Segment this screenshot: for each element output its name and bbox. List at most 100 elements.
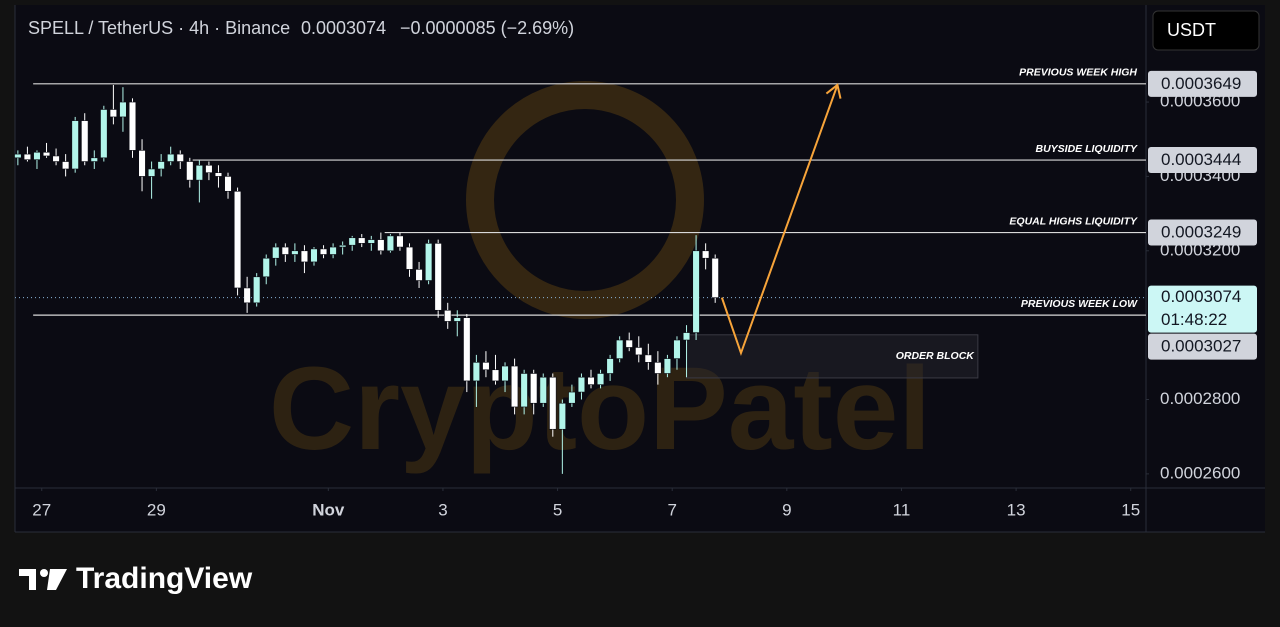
candle-body (587, 376, 595, 385)
candle-body (434, 243, 442, 311)
level-price-box (1148, 147, 1257, 174)
brand-name: TradingView (76, 562, 253, 595)
candle-body (377, 239, 385, 252)
candle-body (405, 246, 414, 270)
candle-body (138, 150, 146, 177)
candle-body (195, 164, 204, 181)
candle-body (119, 101, 127, 118)
chart-title: SPELL / TetherUS · 4h · Binance (28, 18, 290, 38)
candle-body (310, 248, 318, 263)
candle-body (596, 373, 605, 385)
level-label: PREVIOUS WEEK LOW (1021, 298, 1138, 310)
candle-body (701, 250, 710, 259)
candle-body (358, 237, 366, 244)
candle-body (214, 172, 223, 177)
candle-body (14, 153, 22, 159)
title-change: −0.0000085 (−2.69%) (400, 18, 574, 38)
candle-body (616, 339, 624, 359)
candle-body (348, 237, 356, 246)
candle-body (243, 287, 251, 304)
candle-body (367, 239, 375, 244)
candle-body (109, 109, 118, 118)
candle-body (176, 153, 184, 162)
x-tick-label: 27 (32, 500, 51, 519)
candle-body (23, 153, 32, 160)
order-block-label: ORDER BLOCK (896, 350, 976, 362)
candle-body (253, 276, 261, 304)
level-price-label: 0.0003027 (1161, 337, 1241, 356)
x-tick-label: Nov (312, 500, 345, 519)
candle-body (205, 164, 213, 173)
candle-body (329, 246, 337, 255)
candle-body (501, 365, 509, 382)
candle-body (682, 332, 691, 341)
candle-body (415, 269, 423, 281)
candle-body (300, 250, 309, 263)
candle-body (673, 339, 681, 359)
level-label: PREVIOUS WEEK HIGH (1019, 67, 1137, 79)
candle-body (711, 257, 719, 298)
candle-body (319, 248, 328, 255)
level-label: BUYSIDE LIQUIDITY (1035, 143, 1138, 155)
candle-body (33, 151, 41, 160)
countdown-label: 01:48:22 (1161, 310, 1227, 329)
candle-body (81, 120, 89, 162)
candle-body (577, 376, 586, 393)
candle-body (530, 373, 538, 404)
brand-logo (19, 569, 67, 590)
title-price: 0.0003074 (301, 18, 386, 38)
candle-body (128, 101, 137, 151)
x-tick-label: 9 (782, 500, 791, 519)
x-tick-label: 13 (1007, 500, 1026, 519)
candle-body (644, 354, 652, 363)
candle-body (147, 168, 156, 177)
candle-body (549, 376, 557, 430)
current-price-label: 0.0003074 (1161, 287, 1241, 306)
candle-body (281, 246, 289, 255)
candle-body (42, 151, 51, 157)
level-price-label: 0.0003249 (1161, 223, 1241, 242)
candle-body (539, 376, 547, 404)
candle-body (224, 176, 232, 192)
candle-body (71, 120, 79, 170)
candle-body (90, 157, 98, 162)
projection-path (720, 84, 839, 357)
candle-body (444, 309, 452, 322)
currency-label[interactable]: USDT (1167, 20, 1216, 40)
x-tick-label: 15 (1121, 500, 1140, 519)
level-price-box (1148, 219, 1257, 246)
brand-icon (19, 569, 36, 590)
candle-body (339, 244, 347, 248)
y-tick-label: 0.0002800 (1160, 389, 1240, 408)
candle-body (510, 365, 519, 408)
candle-body (272, 246, 280, 259)
y-tick-label: 0.0002600 (1160, 463, 1240, 482)
candle-body (424, 243, 433, 281)
level-price-box (1148, 333, 1257, 360)
projection-arrowhead (825, 83, 842, 99)
brand-icon (47, 569, 67, 590)
currency-button[interactable] (1152, 10, 1260, 51)
chart-background (15, 5, 1265, 532)
candle-body (520, 373, 528, 408)
watermark-ring (466, 81, 704, 319)
candle-body (453, 317, 461, 322)
candle-body (233, 190, 242, 289)
x-tick-label: 11 (893, 500, 911, 519)
candle-body (491, 369, 500, 382)
level-price-box (1148, 70, 1257, 97)
candle-body (396, 235, 404, 248)
candle-body (482, 362, 490, 371)
candle-body (654, 362, 662, 374)
candle-body (52, 155, 60, 162)
candle-body (186, 161, 194, 181)
x-tick-label: 3 (438, 500, 447, 519)
candle-body (463, 317, 471, 382)
candle-body (167, 153, 175, 162)
candle-body (100, 109, 108, 159)
candle-body (625, 339, 633, 348)
candle-body (386, 235, 395, 252)
candle-body (663, 358, 672, 374)
candle-body (692, 250, 700, 333)
